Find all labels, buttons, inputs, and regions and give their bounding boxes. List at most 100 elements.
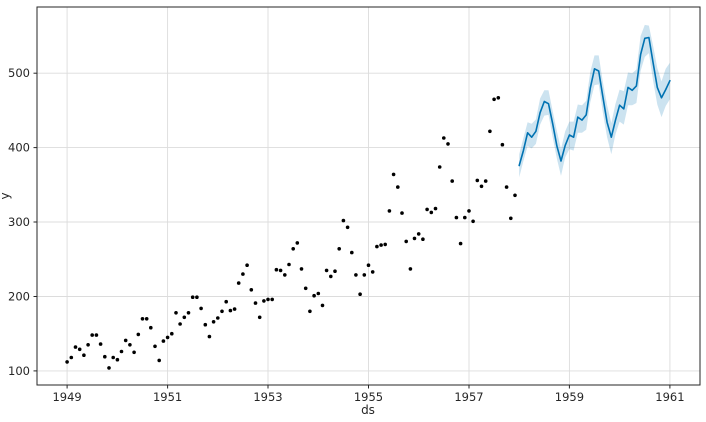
data-point bbox=[425, 207, 429, 212]
x-tick-label: 1955 bbox=[354, 390, 383, 404]
data-point bbox=[379, 243, 383, 247]
data-point bbox=[128, 343, 132, 347]
data-point bbox=[77, 347, 82, 352]
x-tick-label: 1951 bbox=[153, 390, 182, 404]
data-point bbox=[86, 343, 90, 347]
data-point bbox=[283, 273, 287, 277]
tick-marks bbox=[33, 72, 671, 389]
data-point bbox=[262, 299, 266, 303]
y-tick-label: 500 bbox=[8, 66, 30, 80]
data-point bbox=[199, 306, 203, 311]
forecast-line bbox=[518, 36, 671, 167]
data-point bbox=[483, 179, 488, 183]
data-point bbox=[203, 322, 208, 327]
data-point bbox=[308, 309, 312, 314]
data-point bbox=[416, 232, 421, 236]
data-point bbox=[136, 332, 141, 337]
data-point bbox=[350, 250, 354, 255]
data-point bbox=[195, 295, 199, 300]
data-point bbox=[115, 357, 120, 362]
data-point bbox=[266, 297, 270, 302]
data-point bbox=[412, 236, 417, 241]
data-point bbox=[437, 165, 442, 169]
data-point bbox=[337, 247, 342, 251]
y-tick-label: 200 bbox=[8, 290, 30, 304]
data-point bbox=[429, 210, 434, 215]
data-point bbox=[270, 297, 275, 302]
data-point bbox=[354, 273, 358, 277]
y-tick-label: 400 bbox=[8, 141, 30, 155]
data-point bbox=[408, 267, 413, 271]
data-point bbox=[492, 97, 496, 102]
data-point bbox=[509, 216, 513, 221]
data-point bbox=[111, 355, 115, 360]
data-point bbox=[278, 268, 283, 273]
data-point bbox=[245, 263, 249, 268]
data-point bbox=[291, 247, 296, 251]
grid-lines bbox=[37, 7, 700, 385]
data-point bbox=[375, 244, 379, 249]
data-point bbox=[504, 185, 509, 189]
data-point bbox=[488, 129, 492, 134]
data-point bbox=[329, 274, 333, 279]
data-point bbox=[98, 342, 103, 346]
data-point bbox=[299, 267, 304, 271]
data-point bbox=[391, 172, 396, 177]
data-point bbox=[370, 270, 375, 274]
data-point bbox=[312, 293, 316, 298]
data-point bbox=[295, 241, 300, 245]
data-point bbox=[387, 209, 392, 213]
data-point bbox=[144, 317, 149, 321]
data-point bbox=[140, 317, 145, 321]
data-point bbox=[383, 242, 388, 247]
data-point bbox=[73, 345, 78, 349]
data-point bbox=[107, 366, 111, 370]
data-point bbox=[232, 307, 237, 311]
data-point bbox=[274, 267, 279, 272]
history-points bbox=[65, 96, 517, 370]
data-point bbox=[241, 272, 245, 276]
data-point bbox=[446, 142, 450, 146]
y-tick-label: 300 bbox=[8, 215, 30, 229]
data-point bbox=[207, 334, 212, 339]
data-point bbox=[467, 209, 471, 213]
data-point bbox=[450, 179, 455, 183]
data-point bbox=[320, 303, 325, 308]
data-point bbox=[454, 215, 459, 220]
x-tick-label: 1957 bbox=[454, 390, 483, 404]
data-point bbox=[211, 320, 216, 324]
x-tick-label: 1949 bbox=[52, 390, 81, 404]
x-axis-label: ds bbox=[361, 403, 375, 417]
data-point bbox=[236, 281, 241, 285]
x-tick-label: 1961 bbox=[655, 390, 684, 404]
data-point bbox=[190, 295, 195, 300]
y-axis-label: y bbox=[0, 192, 12, 199]
data-point bbox=[442, 136, 446, 140]
data-point bbox=[153, 344, 157, 349]
data-point bbox=[358, 292, 362, 297]
data-point bbox=[132, 350, 136, 355]
data-point bbox=[500, 142, 505, 147]
data-point bbox=[82, 353, 86, 358]
data-point bbox=[513, 193, 517, 198]
data-point bbox=[161, 339, 166, 343]
data-point bbox=[257, 315, 262, 320]
data-point bbox=[496, 96, 501, 100]
data-point bbox=[404, 239, 409, 244]
data-point bbox=[65, 360, 69, 364]
y-tick-label: 100 bbox=[8, 364, 30, 378]
data-point bbox=[170, 331, 174, 336]
data-point bbox=[366, 263, 371, 268]
data-point bbox=[253, 301, 258, 305]
data-point bbox=[421, 237, 425, 241]
data-point bbox=[345, 225, 350, 230]
data-point bbox=[287, 262, 291, 267]
data-point bbox=[216, 316, 220, 320]
data-point bbox=[224, 299, 228, 304]
data-point bbox=[362, 273, 367, 277]
data-point bbox=[303, 286, 308, 291]
data-point bbox=[174, 311, 178, 315]
uncertainty-band bbox=[519, 24, 670, 178]
